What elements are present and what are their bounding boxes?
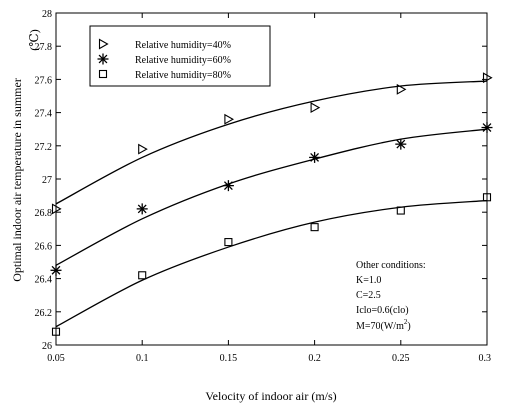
fit-line-rh-80 [55, 199, 488, 328]
y-tick-label: 26.8 [35, 208, 53, 219]
data-point-rh-60 [50, 264, 62, 276]
fit-line-rh-40 [55, 80, 488, 205]
data-point-rh-80 [482, 193, 492, 202]
y-tick-label: 27.4 [35, 109, 53, 120]
annotation-close-paren: ) [407, 321, 410, 332]
data-point-rh-80 [310, 223, 319, 232]
legend-marker-rh-60 [97, 53, 109, 65]
x-axis-label: Velocity of indoor air (m/s) [205, 389, 336, 403]
data-point-rh-40 [396, 83, 407, 95]
annotation-line-5: M=70(W/m2) [356, 318, 411, 332]
y-axis-label: Optimal indoor air temperature in summer [10, 78, 24, 282]
y-tick-label: 27.2 [35, 142, 53, 153]
y-axis-unit: (℃) [27, 29, 41, 50]
data-point-rh-40 [224, 113, 235, 125]
data-point-rh-80 [224, 238, 233, 247]
y-tick-label: 28 [42, 9, 52, 20]
legend-label-80: Relative humidity=80% [135, 70, 231, 81]
data-point-rh-40 [310, 102, 321, 114]
annotation-line-1: Other conditions: [356, 260, 426, 271]
data-point-rh-80 [138, 271, 147, 280]
y-tick-label: 27.6 [35, 75, 53, 86]
x-tick-label: 0.15 [220, 353, 238, 364]
legend-label-40: Relative humidity=40% [135, 40, 231, 51]
data-point-rh-60 [481, 122, 493, 134]
y-tick-label: 27.8 [35, 42, 53, 53]
legend-box [89, 25, 271, 87]
y-tick-label: 26 [42, 341, 52, 352]
y-tick-label: 26.6 [35, 241, 53, 252]
data-point-rh-60 [309, 151, 321, 163]
data-point-rh-80 [396, 206, 405, 215]
x-tick-label: 0.25 [392, 353, 410, 364]
annotation-superscript: 2 [404, 318, 408, 326]
x-tick-label: 0.2 [308, 353, 321, 364]
annotation-m-text: M=70(W/m [356, 321, 404, 332]
legend-marker-rh-40 [98, 38, 109, 50]
data-point-rh-60 [136, 203, 148, 215]
data-point-rh-40 [482, 72, 493, 84]
legend: Relative humidity=40% Relative humidity=… [89, 25, 271, 87]
ticks: 0.05 0.1 0.15 0.2 0.25 0.3 26 26.2 26.4 26.6 26.8 2… [35, 9, 492, 364]
annotation-line-4: Iclo=0.6(clo) [356, 305, 409, 316]
legend-label-60: Relative humidity=60% [135, 55, 231, 66]
legend-markers [97, 38, 109, 79]
x-tick-label: 0.1 [136, 353, 149, 364]
x-tick-label: 0.05 [47, 353, 65, 364]
fit-line-rh-60 [55, 128, 488, 266]
data-point-rh-60 [395, 138, 407, 150]
annotation-line-2: K=1.0 [356, 275, 381, 286]
series-group [50, 72, 493, 336]
y-tick-label: 27 [42, 175, 52, 186]
data-point-rh-40 [138, 143, 148, 155]
data-point-rh-60 [222, 180, 234, 192]
data-point-rh-40 [51, 203, 62, 215]
y-tick-label: 26.2 [35, 308, 53, 319]
legend-marker-rh-80 [98, 69, 108, 79]
data-point-rh-80 [51, 327, 61, 336]
x-tick-label: 0.3 [479, 353, 492, 364]
annotation-line-3: C=2.5 [356, 290, 381, 301]
y-tick-label: 26.4 [35, 275, 53, 286]
conditions-annotation: Other conditions: K=1.0 C=2.5 Iclo=0.6(c… [356, 260, 426, 332]
